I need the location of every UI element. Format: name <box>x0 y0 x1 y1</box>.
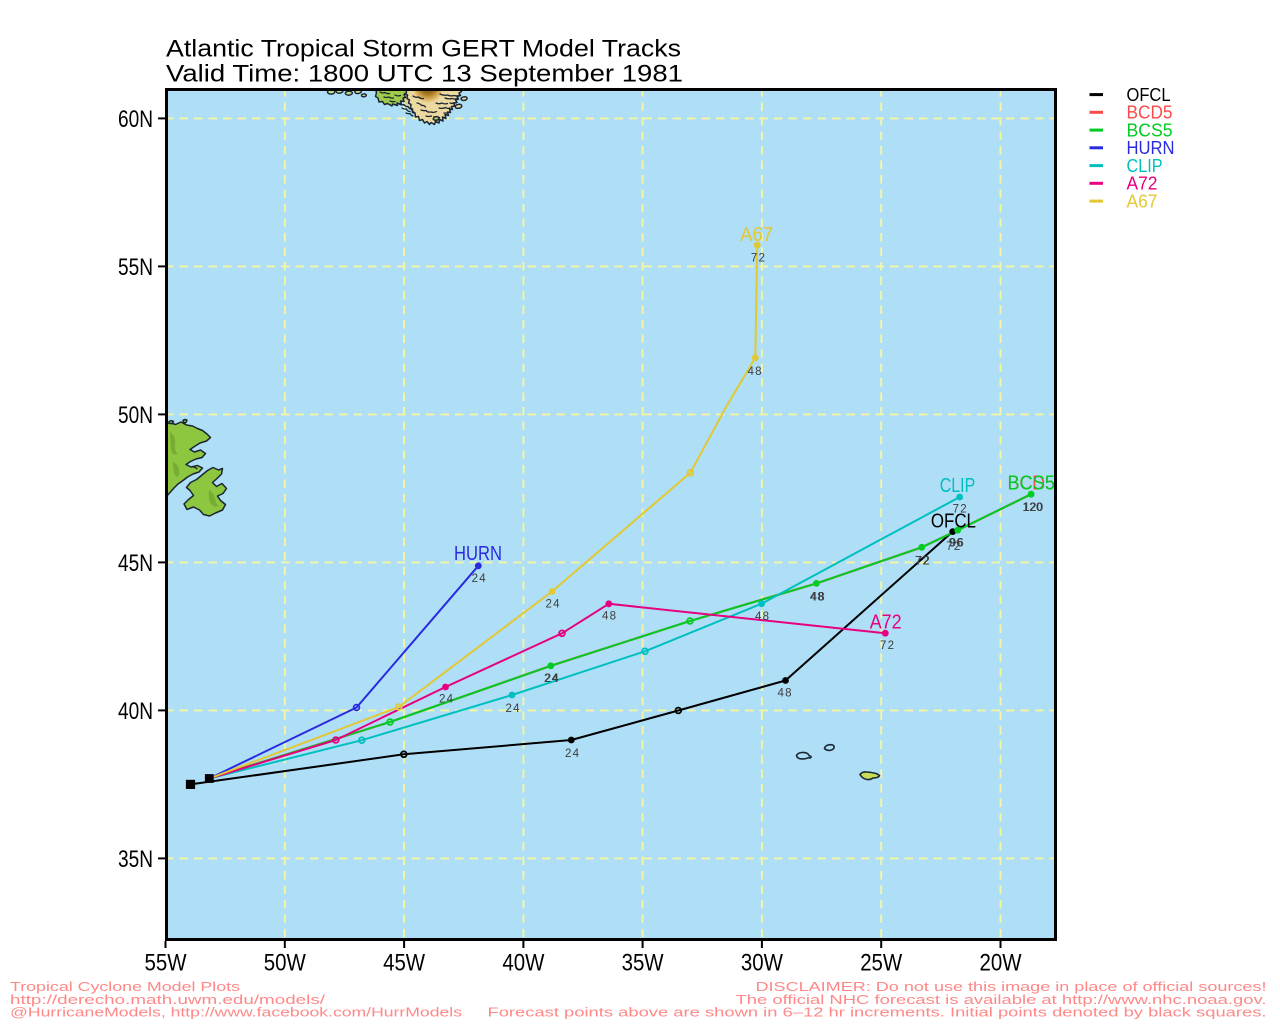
svg-text:50W: 50W <box>264 950 306 977</box>
svg-text:96: 96 <box>950 538 964 550</box>
svg-text:40N: 40N <box>118 698 153 725</box>
svg-text:Forecast points above are show: Forecast points above are shown in 6–12 … <box>488 1005 1267 1020</box>
svg-text:55W: 55W <box>145 950 187 977</box>
svg-text:24: 24 <box>565 748 580 760</box>
svg-text:72: 72 <box>915 556 929 568</box>
svg-text:40W: 40W <box>502 950 544 977</box>
svg-text:72: 72 <box>751 253 765 265</box>
svg-text:CLIP: CLIP <box>940 475 976 497</box>
svg-text:A67: A67 <box>740 224 773 246</box>
svg-text:A67: A67 <box>1127 191 1158 211</box>
svg-text:24: 24 <box>472 573 487 585</box>
svg-text:BCS5: BCS5 <box>1127 120 1173 140</box>
svg-text:http://derecho.math.uwm.edu/mo: http://derecho.math.uwm.edu/models/ <box>10 992 326 1007</box>
svg-text:120: 120 <box>1023 502 1043 514</box>
svg-text:60N: 60N <box>118 106 153 133</box>
svg-text:25W: 25W <box>860 950 902 977</box>
svg-text:48: 48 <box>778 688 792 700</box>
svg-text:Valid Time: 1800 UTC 13 Septem: Valid Time: 1800 UTC 13 September 1981 <box>166 61 683 88</box>
svg-text:45W: 45W <box>383 950 425 977</box>
svg-text:48: 48 <box>811 592 825 604</box>
svg-text:Tropical Cyclone Model Plots: Tropical Cyclone Model Plots <box>10 979 241 994</box>
svg-text:50N: 50N <box>118 402 153 429</box>
svg-text:48: 48 <box>748 366 762 378</box>
svg-text:HURN: HURN <box>454 543 502 565</box>
svg-text:The official NHC forecast is a: The official NHC forecast is available a… <box>736 992 1267 1007</box>
svg-text:BCS5: BCS5 <box>1007 472 1055 494</box>
svg-text:CLIP: CLIP <box>1127 156 1163 176</box>
svg-text:30W: 30W <box>741 950 783 977</box>
svg-text:A72: A72 <box>1127 174 1158 194</box>
svg-text:72: 72 <box>953 503 967 515</box>
svg-text:24: 24 <box>506 703 521 715</box>
svg-text:72: 72 <box>880 640 894 652</box>
svg-text:HURN: HURN <box>1127 138 1175 158</box>
svg-text:OFCL: OFCL <box>931 511 976 533</box>
svg-text:72: 72 <box>916 556 930 568</box>
svg-text:45N: 45N <box>118 550 153 577</box>
svg-text:48: 48 <box>810 592 824 604</box>
svg-text:A72: A72 <box>870 612 902 634</box>
svg-text:@HurricaneModels, http://www.f: @HurricaneModels, http://www.facebook.co… <box>10 1005 463 1020</box>
svg-text:OFCL: OFCL <box>1127 85 1171 105</box>
svg-text:72: 72 <box>946 541 960 553</box>
svg-text:96: 96 <box>949 538 963 550</box>
svg-text:24: 24 <box>545 673 560 685</box>
svg-text:BCD5: BCD5 <box>1007 472 1055 494</box>
svg-text:24: 24 <box>544 673 559 685</box>
svg-text:24: 24 <box>546 599 561 611</box>
svg-text:DISCLAIMER: Do not use this im: DISCLAIMER: Do not use this image in pla… <box>756 979 1267 994</box>
svg-text:BCD5: BCD5 <box>1127 103 1173 123</box>
svg-text:120: 120 <box>1022 502 1042 514</box>
svg-text:48: 48 <box>602 610 616 622</box>
svg-text:48: 48 <box>755 611 769 623</box>
svg-text:20W: 20W <box>980 950 1022 977</box>
svg-text:24: 24 <box>439 694 454 706</box>
svg-text:Atlantic Tropical Storm GERT M: Atlantic Tropical Storm GERT Model Track… <box>166 36 681 63</box>
svg-text:55N: 55N <box>118 254 153 281</box>
svg-text:35W: 35W <box>622 950 664 977</box>
svg-text:35N: 35N <box>118 846 153 873</box>
